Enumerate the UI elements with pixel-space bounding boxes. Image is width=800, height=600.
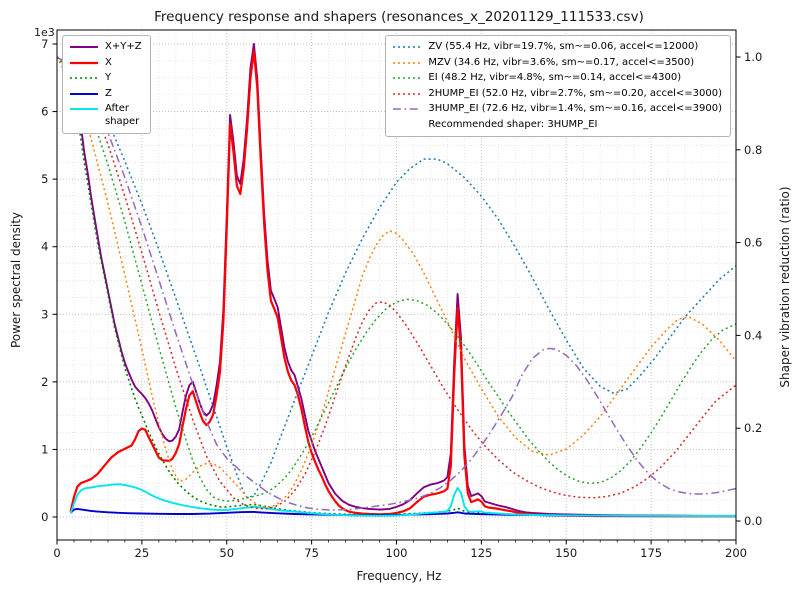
legend-entry-z: Z <box>69 88 142 101</box>
y-right-tick-label: 1.0 <box>744 50 762 64</box>
2hump_ei-line-swatch <box>393 92 422 95</box>
legend-label-y: Y <box>105 72 112 83</box>
y-line-swatch <box>70 77 98 79</box>
z-line-swatch <box>70 92 98 95</box>
legend-psd-series: X+Y+Z X Y Z After shaper <box>62 35 151 134</box>
y-left-tick-label: 1 <box>41 442 48 456</box>
x-tick-label: 75 <box>304 546 319 560</box>
series-y <box>69 64 736 517</box>
x-tick-label: 175 <box>640 546 662 560</box>
x-axis-label: Frequency, Hz <box>356 569 442 583</box>
legend-label-z: Z <box>105 87 112 99</box>
legend-entry-3hump_ei: 3HUMP_EI (72.6 Hz, vibr=1.4%, sm~=0.16, … <box>392 103 722 116</box>
legend-label-3hump_ei: 3HUMP_EI (72.6 Hz, vibr=1.4%, sm~=0.16, … <box>428 103 722 114</box>
x-tick-label: 25 <box>135 546 150 560</box>
mzv-line-swatch <box>393 61 422 64</box>
series-3hump_ei <box>57 56 736 511</box>
3hump_ei-line-swatch <box>393 108 422 110</box>
legend-label-recommended: Recommended shaper: 3HUMP_EI <box>428 118 598 130</box>
y-left-tick-label: 2 <box>41 375 48 389</box>
x-tick-label: 125 <box>470 546 492 560</box>
series-zv <box>57 56 736 499</box>
series-z <box>69 507 736 518</box>
zv-line-swatch <box>393 46 422 48</box>
legend-entry-2hump_ei: 2HUMP_EI (52.0 Hz, vibr=2.7%, sm~=0.20, … <box>392 88 722 101</box>
legend-entry-y: Y <box>69 72 142 85</box>
x-tick-label: 100 <box>386 546 408 560</box>
y-left-tick-label: 5 <box>41 172 48 186</box>
y-axis-offset-label: 1e3 <box>34 26 55 39</box>
legend-entry-zv: ZV (55.4 Hz, vibr=19.7%, sm~=0.06, accel… <box>392 41 722 54</box>
series-after_shaper <box>69 483 736 517</box>
x-tick-label: 200 <box>725 546 747 560</box>
legend-label-x: X <box>105 56 112 68</box>
x-tick-label: 150 <box>555 546 577 560</box>
legend-entry-recommended: Recommended shaper: 3HUMP_EI <box>392 119 722 132</box>
ei-line-swatch <box>393 77 422 79</box>
y-right-tick-label: 0.8 <box>744 143 762 157</box>
y-left-tick-label: 4 <box>41 240 48 254</box>
after_shaper-line-swatch <box>70 108 98 110</box>
series-ei <box>57 56 736 502</box>
series-mzv <box>57 56 736 508</box>
y-left-tick-label: 7 <box>41 37 48 51</box>
legend-shapers: ZV (55.4 Hz, vibr=19.7%, sm~=0.06, accel… <box>385 35 731 137</box>
legend-label-after_shaper: After shaper <box>105 103 140 127</box>
legend-entry-xyz: X+Y+Z <box>69 41 142 54</box>
legend-label-zv: ZV (55.4 Hz, vibr=19.7%, sm~=0.06, accel… <box>428 41 699 52</box>
legend-label-ei: EI (48.2 Hz, vibr=4.8%, sm~=0.14, accel<… <box>428 72 682 83</box>
legend-entry-mzv: MZV (34.6 Hz, vibr=3.6%, sm~=0.17, accel… <box>392 57 722 70</box>
series-x <box>69 49 736 518</box>
y-left-tick-label: 0 <box>41 510 48 524</box>
y-left-tick-label: 3 <box>41 307 48 321</box>
legend-entry-x: X <box>69 57 142 70</box>
y-right-tick-label: 0.2 <box>744 421 762 435</box>
legend-entry-after_shaper: After shaper <box>69 103 142 128</box>
x-tick-label: 0 <box>53 546 60 560</box>
legend-entry-ei: EI (48.2 Hz, vibr=4.8%, sm~=0.14, accel<… <box>392 72 722 85</box>
y-left-tick-label: 6 <box>41 105 48 119</box>
y-right-tick-label: 0.0 <box>744 514 762 528</box>
x-tick-label: 50 <box>219 546 234 560</box>
legend-label-2hump_ei: 2HUMP_EI (52.0 Hz, vibr=2.7%, sm~=0.20, … <box>428 87 722 99</box>
legend-label-mzv: MZV (34.6 Hz, vibr=3.6%, sm~=0.17, accel… <box>428 56 695 68</box>
x-line-swatch <box>70 61 98 64</box>
y-right-tick-label: 0.6 <box>744 236 762 250</box>
y-right-tick-label: 0.4 <box>744 328 762 342</box>
xyz-line-swatch <box>70 46 98 48</box>
chart-title: Frequency response and shapers (resonanc… <box>154 9 644 25</box>
legend-label-xyz: X+Y+Z <box>105 41 142 52</box>
